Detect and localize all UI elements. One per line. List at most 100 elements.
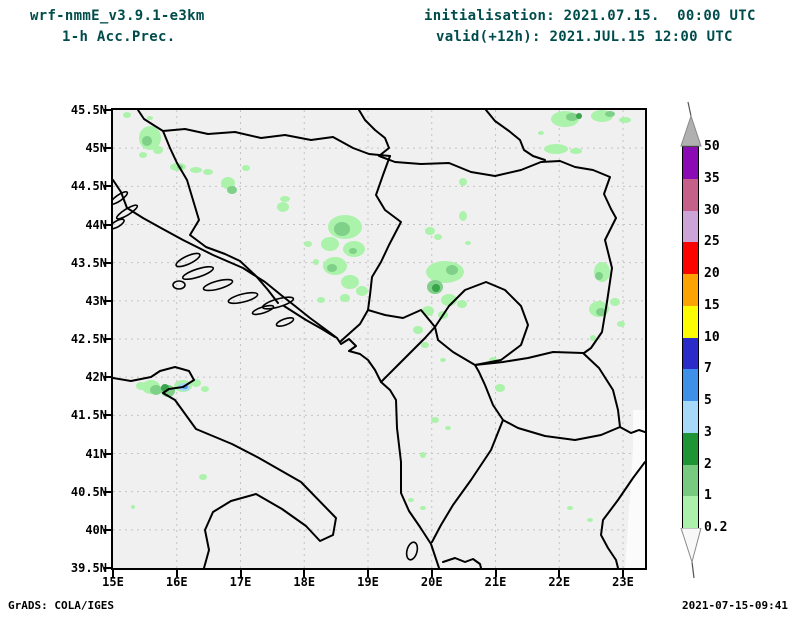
lat-tick-label: 42.5N (70, 332, 107, 346)
lon-tickmark (622, 570, 624, 577)
map-area (111, 108, 647, 570)
precip-cell (136, 382, 146, 390)
precip-cell (147, 116, 153, 120)
lon-tick-label: 20E (420, 575, 443, 589)
precip-cell (432, 284, 440, 292)
lat-tickmark (104, 147, 111, 150)
colorbar-segment (683, 242, 698, 275)
grads-credit: GrADS: COLA/IGES (8, 599, 114, 612)
lon-tick-label: 18E (293, 575, 316, 589)
lat-tick-label: 41N (85, 446, 107, 461)
precip-cell (199, 474, 207, 480)
croatia-montenegro-albania-coastline (113, 179, 440, 568)
precip-cell (201, 386, 209, 392)
lat-tick-label: 43N (85, 293, 107, 308)
precip-cell (431, 417, 439, 423)
colorbar-value: 0.2 (704, 520, 728, 535)
lat-tickmark (104, 185, 111, 188)
precip-cell (153, 146, 163, 154)
greece-coastline (600, 461, 645, 568)
colorbar-value: 10 (704, 329, 720, 345)
precip-cell (459, 178, 467, 186)
precip-cell (567, 506, 573, 510)
precip-cell (413, 326, 423, 334)
lon-tick-label: 23E (612, 575, 634, 589)
colorbar-value: 3 (704, 424, 712, 440)
precip-cell (576, 113, 582, 119)
island-outline (227, 291, 259, 305)
precip-cell (304, 241, 312, 247)
precip-cell (227, 186, 237, 194)
colorbar-segment (683, 401, 698, 434)
serbia-romania-border (485, 110, 546, 161)
valid-time-label: valid(+12h): 2021.JUL.15 12:00 UTC (436, 29, 733, 45)
precip-cell (446, 265, 458, 275)
colorbar-value: 35 (704, 170, 720, 186)
lat-tickmark (104, 452, 111, 455)
init-time-label: initialisation: 2021.07.15. 00:00 UTC (424, 8, 756, 24)
albania-greece-border (431, 419, 504, 543)
lat-tickmark (104, 299, 111, 302)
lat-tickmark (104, 261, 111, 264)
lon-tickmark (112, 570, 114, 577)
precip-cell (544, 144, 568, 154)
drina-border (340, 155, 402, 342)
precip-cell (566, 113, 578, 121)
island-outline (181, 265, 215, 281)
precip-cell (596, 308, 606, 316)
precip-cell (280, 196, 290, 202)
lat-tick-label: 44.5N (70, 179, 107, 194)
kosovo-border (434, 281, 529, 366)
precip-cell (434, 234, 442, 240)
albania-montenegro-border (380, 326, 436, 383)
colorbar-value: 15 (704, 297, 720, 313)
lat-tickmark (104, 528, 111, 531)
lon-tickmark (175, 570, 178, 577)
bosnia-north-border (162, 128, 391, 157)
precip-cell (420, 452, 426, 458)
colorbar-value: 5 (704, 393, 712, 408)
lat-tickmark (104, 109, 111, 111)
precip-cell (420, 506, 426, 510)
precip-cell (340, 294, 350, 302)
colorbar-value: 30 (704, 202, 720, 218)
colorbar-segment (683, 369, 698, 402)
slovenia-croatia-border (137, 110, 164, 132)
island-outline (202, 278, 234, 292)
precip-cell (619, 117, 631, 123)
lon-tickmark (494, 570, 497, 577)
precip-cell (131, 505, 135, 509)
precip-cell (341, 275, 359, 289)
precip-cell (221, 177, 235, 189)
lon-tickmark (367, 570, 369, 577)
bosnia-south-border (283, 305, 336, 338)
colorbar-segment (683, 337, 698, 371)
precip-cell (190, 167, 202, 173)
lon-tickmark (558, 570, 561, 577)
lat-tickmark (104, 414, 111, 417)
lat-tick-label: 39.5N (70, 561, 107, 575)
precip-cell (123, 112, 131, 118)
lon-tick-label: 15E (102, 575, 124, 589)
island-outline (261, 296, 295, 310)
precip-cell (334, 222, 350, 236)
lat-tick-label: 41.5N (70, 408, 107, 423)
colorbar-segment (683, 210, 698, 244)
bosnia-west-border (162, 130, 279, 304)
precip-cell (426, 261, 464, 283)
montenegro-serbia-border (367, 309, 436, 328)
model-domain-edge (625, 410, 645, 568)
product-title: 1-h Acc.Prec. (62, 29, 176, 45)
precip-cell (327, 264, 337, 272)
precip-cell (203, 169, 213, 175)
colorbar-value: 50 (704, 139, 720, 154)
lon-tick-label: 17E (229, 575, 252, 589)
precip-cell (317, 297, 325, 303)
precipitation-map (113, 110, 645, 568)
precip-cell (313, 259, 319, 265)
lon-tickmark (239, 570, 242, 577)
bulgaria-greece-border (619, 426, 645, 434)
colorbar-segment (683, 496, 698, 529)
creation-timestamp: 2021-07-15-09:41 (682, 599, 788, 612)
model-title: wrf-nmmE_v3.9.1-e3km (30, 8, 205, 24)
